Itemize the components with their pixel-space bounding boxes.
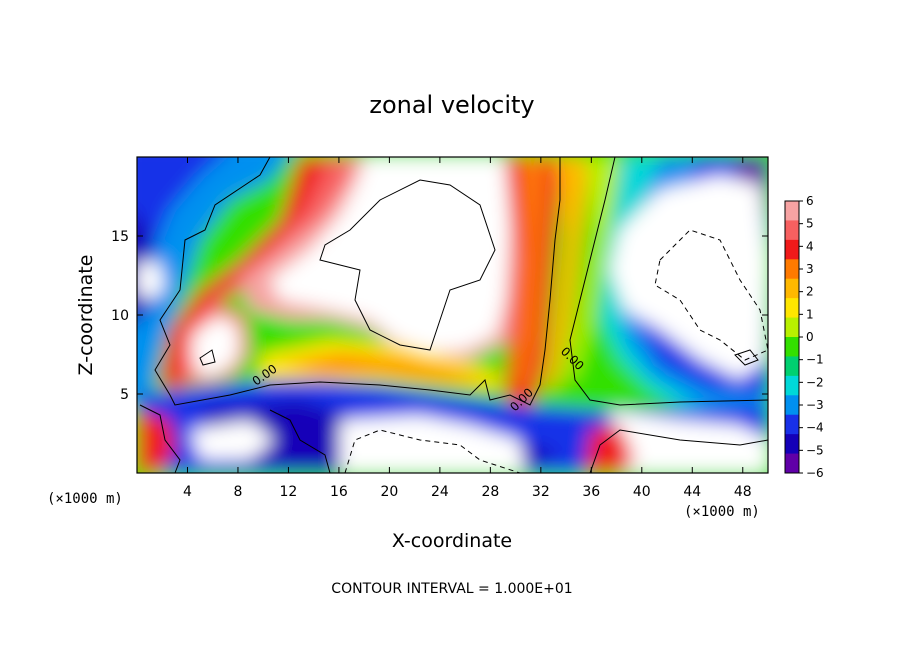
colorbar-swatch [785, 414, 799, 435]
x-tick-label: 12 [280, 484, 298, 500]
x-axis-label: X-coordinate [392, 530, 512, 552]
zero-contour-right [569, 157, 768, 406]
contour-lines [139, 157, 768, 473]
colorbar-swatch [785, 337, 799, 357]
colorbar-swatch [785, 356, 799, 377]
contour-dashed-right [654, 229, 768, 361]
velocity-field [137, 157, 768, 473]
x-tick-label: 48 [734, 484, 752, 500]
colorbar-swatch [785, 220, 799, 241]
y-axis-ticks: 5 10 15 [111, 229, 768, 403]
x-tick-label: 40 [633, 484, 651, 500]
y-tick-label: 15 [111, 229, 129, 245]
y-tick-label: 5 [120, 387, 129, 403]
contour-purple-blob [734, 349, 759, 366]
colorbar-label: 3 [806, 262, 814, 276]
x-axis-ticks: 4 8 12 16 20 24 28 32 36 40 44 48 [183, 157, 752, 500]
colorbar-swatch [785, 434, 799, 455]
colorbar-swatch [785, 201, 799, 221]
colorbar-swatch [785, 395, 799, 416]
colorbar-label: −2 [806, 375, 824, 389]
colorbar-label: −3 [806, 398, 824, 412]
x-unit-label-right: (×1000 m) [684, 504, 760, 520]
contour-lower-left [139, 404, 181, 473]
x-tick-label: 8 [233, 484, 242, 500]
y-tick-label: 10 [111, 308, 129, 324]
contour-dashed-lower [344, 429, 521, 473]
contour-interval-note: CONTOUR INTERVAL = 1.000E+01 [331, 581, 572, 597]
x-tick-label: 32 [532, 484, 550, 500]
x-tick-label: 36 [582, 484, 600, 500]
contour-plume [319, 179, 496, 351]
colorbar-swatch [785, 375, 799, 396]
colorbar-label: 4 [806, 239, 814, 253]
colorbar-label: 2 [806, 285, 814, 299]
colorbar-swatch [785, 453, 799, 474]
colorbar-swatch [785, 278, 799, 299]
x-unit-label: (×1000 m) [47, 491, 123, 507]
colorbar-label: −4 [806, 421, 824, 435]
colorbar-swatch [785, 259, 799, 280]
x-tick-label: 16 [330, 484, 348, 500]
x-tick-label: 28 [481, 484, 499, 500]
chart-title: zonal velocity [369, 91, 534, 119]
contour-left-hole [199, 349, 216, 366]
plot-area [137, 157, 768, 473]
colorbar-swatch [785, 298, 799, 319]
x-tick-label: 20 [380, 484, 398, 500]
colorbar: 6 5 4 3 2 1 0 −1 −2 −3 −4 −5 −6 [784, 194, 824, 480]
colorbar-label: −5 [806, 443, 824, 457]
colorbar-swatch [785, 239, 799, 260]
y-axis-label: Z-coordinate [75, 255, 97, 376]
contour-lower-right [589, 429, 768, 473]
colorbar-label: −6 [806, 466, 824, 480]
colorbar-label: 1 [806, 307, 814, 321]
x-tick-label: 24 [431, 484, 449, 500]
x-tick-label: 44 [683, 484, 701, 500]
colorbar-label: 6 [806, 194, 814, 208]
contour-lower-mid [269, 409, 331, 473]
colorbar-label: 0 [806, 330, 814, 344]
colorbar-swatch [785, 317, 799, 338]
zero-contour-left [154, 157, 561, 406]
x-tick-label: 4 [183, 484, 192, 500]
colorbar-label: −1 [806, 353, 824, 367]
colorbar-label: 5 [806, 217, 814, 231]
